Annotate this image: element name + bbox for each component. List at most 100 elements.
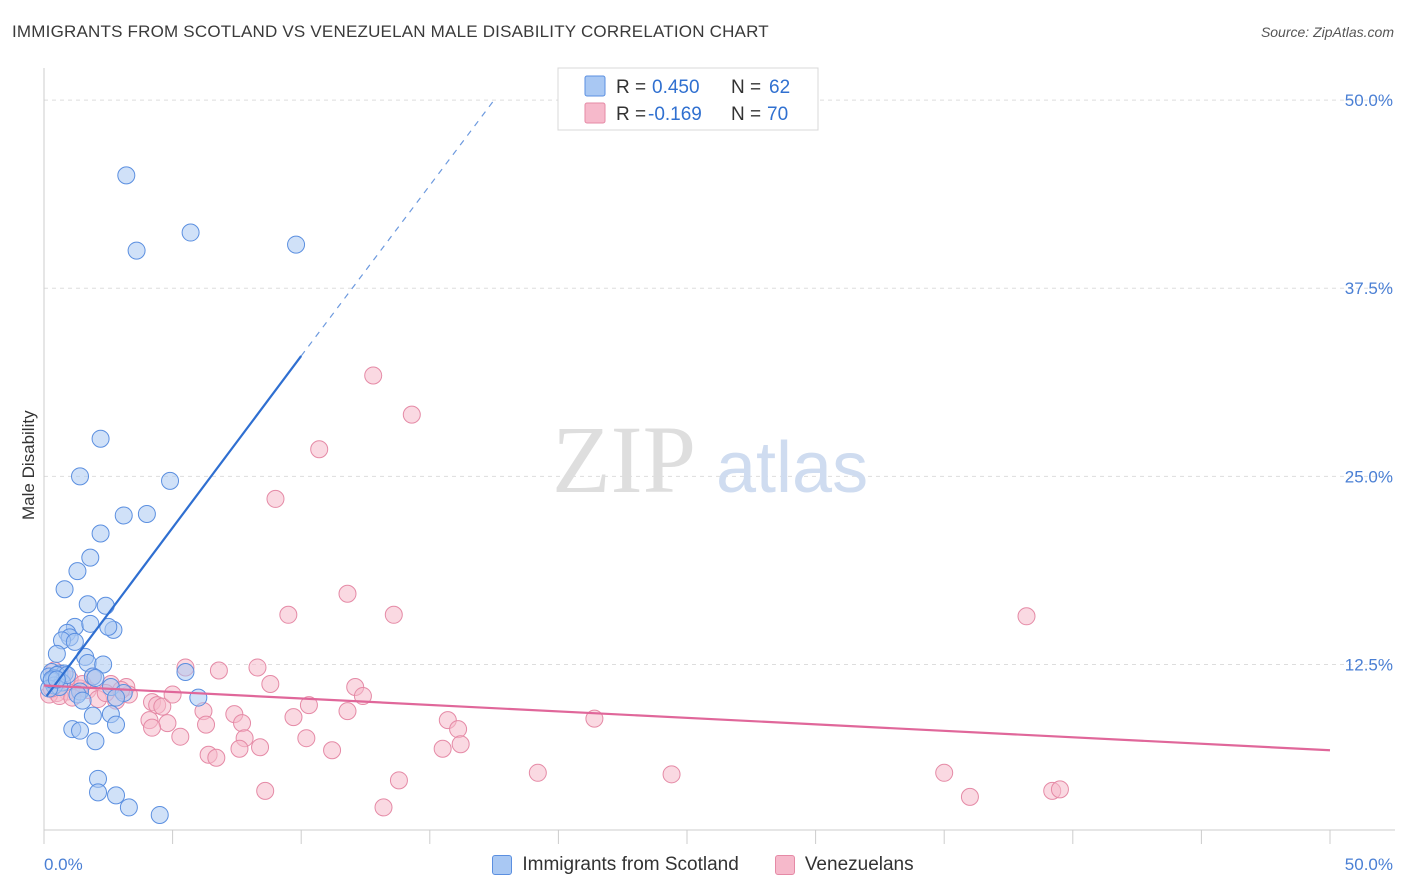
scotland-trend-line [45, 355, 303, 697]
scotland-point [86, 669, 105, 687]
venezuelan-point [248, 658, 267, 677]
scotland-point [107, 786, 126, 805]
venezuelan-point [1017, 607, 1036, 626]
scotland-point [107, 715, 126, 734]
scotland-point [91, 524, 110, 543]
venezuelan-point [364, 366, 383, 385]
venezuelan-point [528, 763, 547, 782]
scotland-point [117, 166, 136, 185]
venezuelan-point [256, 781, 275, 800]
legend-blue-r-label: R = [616, 77, 646, 98]
scotland-point [68, 562, 87, 581]
venezuelan-point [449, 720, 468, 739]
scotland-point [137, 504, 156, 523]
legend-box: R = 0.450 N = 62 R = -0.169 N = 70 [557, 67, 819, 131]
bottom-legend-item-scotland: Immigrants from Scotland [492, 854, 739, 876]
venezuelan-point [384, 605, 403, 624]
venezuelan-point [433, 739, 452, 758]
venezuelan-point [323, 741, 342, 760]
watermark: ZIP atlas [552, 406, 868, 513]
tick-labels: 12.5% 25.0% 37.5% 50.0% 0.0% 50.0% [44, 91, 1393, 874]
scotland-point [89, 783, 108, 802]
y-tick-label: 50.0% [1345, 91, 1393, 110]
scotland-point [176, 662, 195, 681]
watermark-atlas: atlas [716, 428, 868, 508]
legend-blue-n-label: N = [731, 77, 761, 98]
legend-pink-r-label: R = [616, 104, 646, 125]
y-axis-label: Male Disability [19, 410, 38, 520]
scotland-point [78, 595, 97, 614]
venezuelan-point [310, 440, 329, 459]
scotland-point [181, 223, 200, 242]
venezuelan-point [338, 702, 357, 721]
scotland-point [189, 688, 208, 707]
venezuelan-point [207, 748, 226, 767]
scotland-point [86, 732, 105, 751]
venezuelan-point [163, 685, 182, 704]
scotland-point [94, 655, 113, 674]
scotland-point [47, 644, 66, 663]
venezuelan-point [251, 738, 270, 757]
scotland-point [107, 688, 126, 707]
legend-pink-r-value: -0.169 [648, 104, 702, 125]
scotland-trend-extension [300, 99, 495, 357]
y-tick-label: 25.0% [1345, 467, 1393, 486]
scotland-point [91, 429, 110, 448]
venezuelan-point [230, 739, 249, 758]
axes [43, 68, 1395, 844]
legend-pink-swatch [584, 102, 606, 124]
venezuelan-point [197, 715, 216, 734]
bottom-legend: Immigrants from Scotland Venezuelans [0, 852, 1406, 878]
venezuelan-point [266, 489, 285, 508]
grid-lines [44, 99, 1395, 665]
venezuelan-point [402, 405, 421, 424]
bottom-legend-blue-swatch [492, 855, 513, 875]
venezuelan-point [338, 584, 357, 603]
scotland-point [96, 596, 115, 615]
venezuelan-point [158, 714, 177, 733]
legend-pink-n-value: 70 [767, 104, 788, 125]
trend-lines [43, 99, 1331, 752]
scotland-point [71, 467, 90, 486]
scotland-point [73, 691, 92, 710]
x-tick-label: 0.0% [44, 855, 83, 874]
venezuelan-point [171, 727, 190, 746]
y-tick-label: 12.5% [1345, 655, 1393, 674]
scotland-point [81, 548, 100, 567]
legend-pink-n-label: N = [731, 104, 761, 125]
scotland-points [40, 166, 306, 824]
scotland-point [65, 632, 84, 651]
scotland-point [71, 721, 90, 740]
venezuelan-point [299, 696, 318, 715]
venezuelan-point [451, 735, 470, 754]
venezuelan-point [261, 675, 280, 694]
venezuelan-point [935, 763, 954, 782]
scotland-point [55, 580, 74, 599]
scotland-point [161, 471, 180, 490]
venezuelan-point [153, 697, 172, 716]
venezuelan-point [389, 771, 408, 790]
y-tick-label: 37.5% [1345, 279, 1393, 298]
scotland-point [287, 235, 306, 254]
legend-blue-n-value: 62 [769, 77, 790, 98]
x-tick-label: 50.0% [1345, 855, 1393, 874]
source-label: Source: ZipAtlas.com [1260, 24, 1394, 40]
chart-title: IMMIGRANTS FROM SCOTLAND VS VENEZUELAN M… [12, 22, 769, 41]
venezuelan-point [279, 605, 298, 624]
bottom-legend-pink-swatch [774, 855, 795, 875]
venezuelan-point [233, 714, 252, 733]
venezuelan-point [374, 798, 393, 817]
bottom-legend-venezuelans-label: Venezuelans [804, 854, 914, 875]
venezuelan-point [662, 765, 681, 784]
venezuelan-point [1050, 780, 1069, 799]
venezuelan-point [143, 718, 162, 737]
scotland-point [81, 614, 100, 633]
legend-blue-swatch [584, 75, 606, 97]
bottom-legend-item-venezuelans: Venezuelans [774, 854, 914, 876]
legend-blue-r-value: 0.450 [652, 77, 700, 98]
venezuelan-point [209, 661, 228, 680]
scotland-point [114, 506, 133, 525]
scotland-point [119, 798, 138, 817]
bottom-legend-scotland-label: Immigrants from Scotland [522, 854, 739, 875]
